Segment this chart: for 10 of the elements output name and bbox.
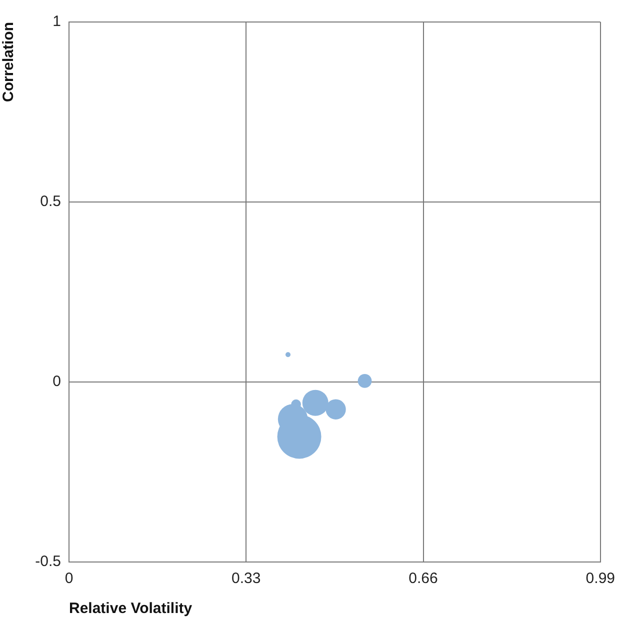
y-tick-label: 1 bbox=[52, 13, 61, 30]
y-tick-label: -0.5 bbox=[35, 553, 61, 570]
x-tick-label: 0.99 bbox=[586, 570, 616, 588]
x-tick-label: 0 bbox=[64, 570, 74, 588]
x-axis-title: Relative Volatility bbox=[69, 600, 193, 618]
x-tick-label: 0.33 bbox=[232, 570, 261, 588]
y-tick-label: 0 bbox=[52, 373, 61, 390]
y-tick-label: 0.5 bbox=[40, 193, 61, 210]
y-axis-title: Correlation bbox=[0, 22, 18, 102]
x-tick-label: 0.66 bbox=[408, 570, 438, 588]
